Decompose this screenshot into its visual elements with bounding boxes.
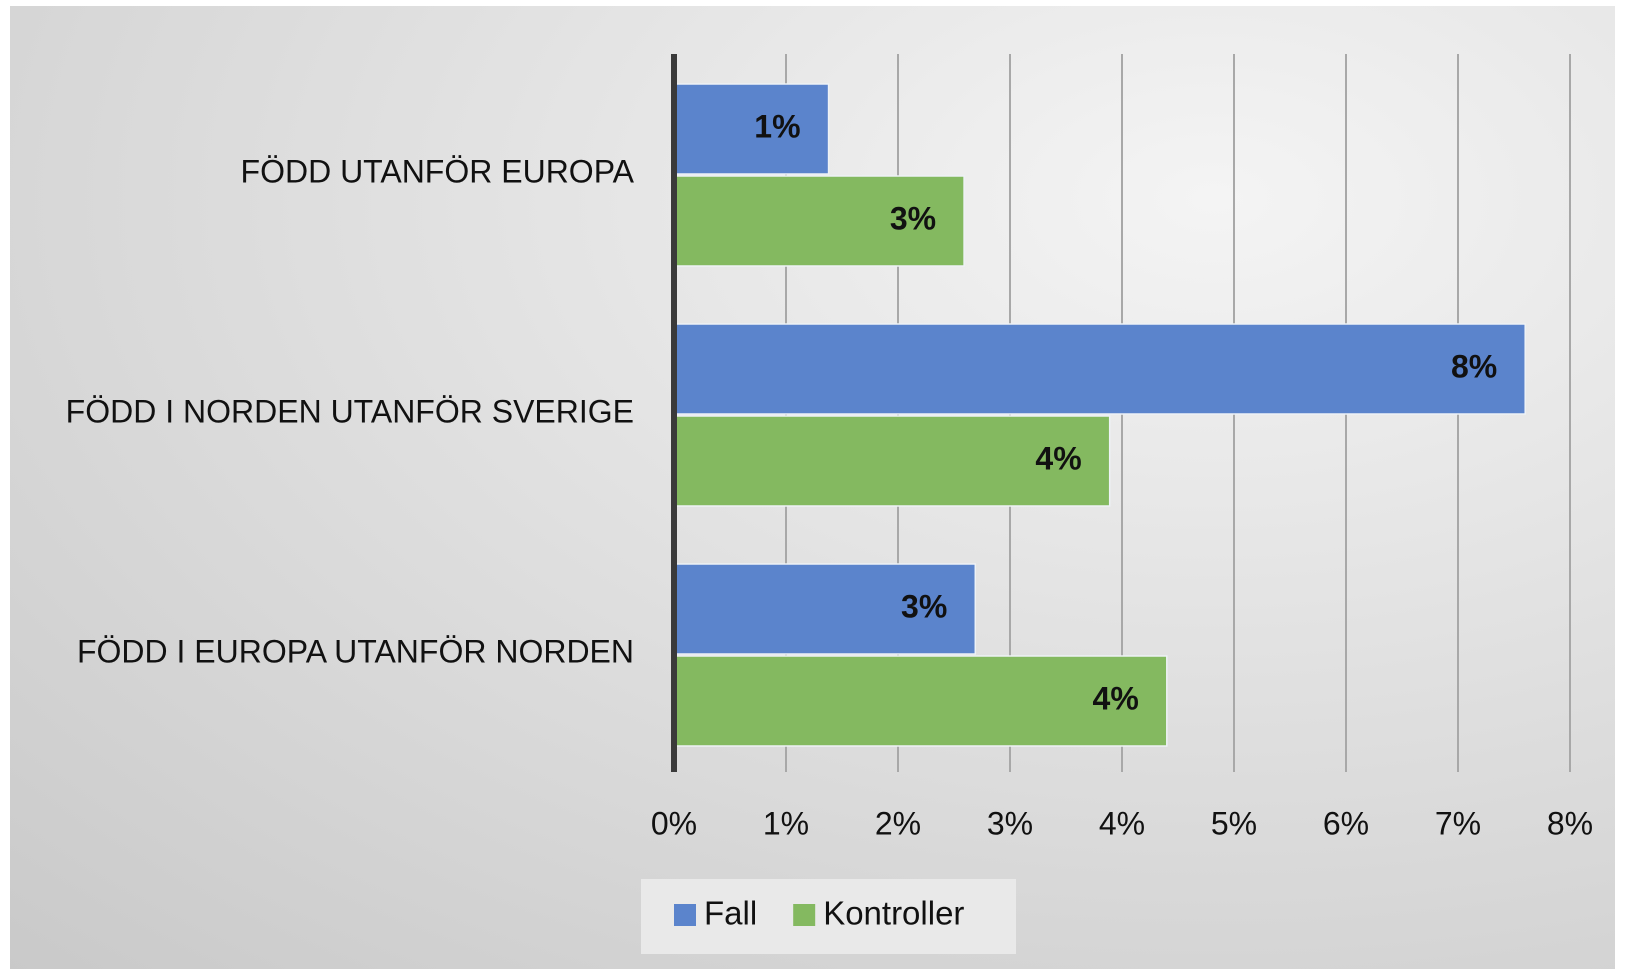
category-label: FÖDD I NORDEN UTANFÖR SVERIGE — [66, 393, 634, 429]
data-label: 3% — [890, 200, 936, 236]
bar — [673, 655, 1168, 747]
data-label: 4% — [1093, 680, 1139, 716]
x-tick-label: 2% — [875, 805, 921, 841]
legend-box — [641, 879, 1016, 954]
category-label: FÖDD UTANFÖR EUROPA — [241, 153, 635, 189]
x-tick-label: 0% — [651, 805, 697, 841]
data-label: 8% — [1451, 348, 1497, 384]
x-tick-label: 4% — [1099, 805, 1145, 841]
legend-label: Kontroller — [823, 895, 964, 932]
x-tick-label: 6% — [1323, 805, 1369, 841]
x-tick-label: 7% — [1435, 805, 1481, 841]
x-tick-label: 5% — [1211, 805, 1257, 841]
x-tick-label: 1% — [763, 805, 809, 841]
bar — [673, 83, 830, 175]
legend-swatch — [674, 904, 696, 926]
data-label: 4% — [1035, 440, 1081, 476]
bar — [673, 323, 1526, 415]
legend-swatch — [793, 904, 816, 926]
legend-label: Fall — [704, 895, 757, 932]
data-label: 1% — [754, 108, 800, 144]
category-label: FÖDD I EUROPA UTANFÖR NORDEN — [77, 633, 634, 669]
x-tick-label: 3% — [987, 805, 1033, 841]
x-tick-label: 8% — [1547, 805, 1593, 841]
data-label: 3% — [901, 588, 947, 624]
bar — [673, 175, 965, 267]
